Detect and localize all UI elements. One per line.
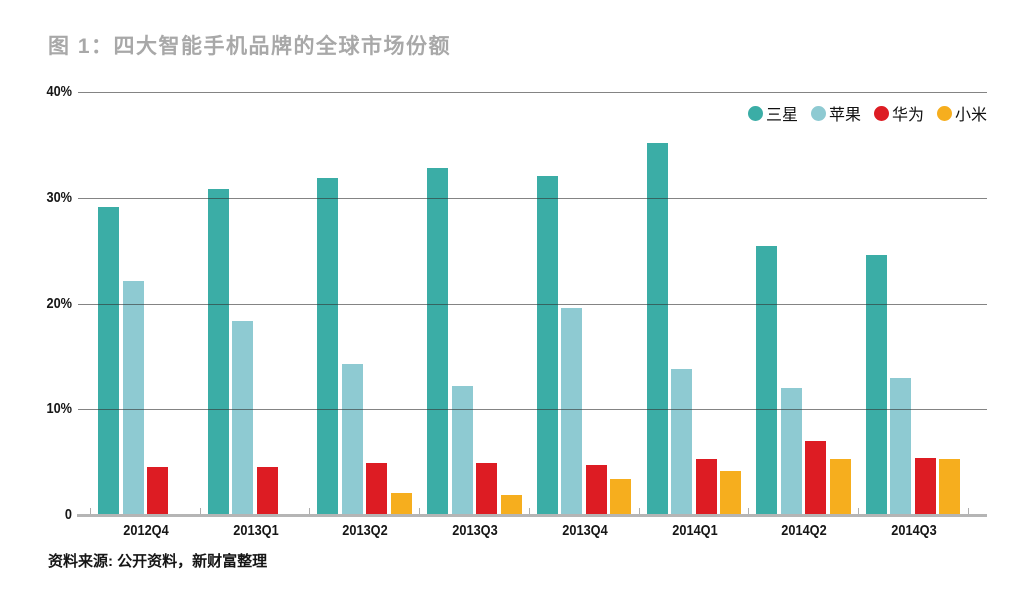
x-axis-label: 2014Q3	[891, 522, 937, 539]
legend-label: 小米	[954, 107, 987, 124]
bar-三星-2013Q1	[207, 189, 229, 515]
bar-苹果-2013Q1	[232, 321, 254, 515]
legend-dot-icon	[810, 105, 826, 121]
bar-苹果-2012Q4	[122, 281, 144, 515]
bar-华为-2013Q2	[366, 463, 388, 515]
bar-苹果-2013Q4	[561, 307, 583, 515]
axis-tick	[90, 508, 91, 515]
gridline	[78, 197, 987, 199]
x-axis-label: 2012Q4	[123, 522, 169, 539]
bar-苹果-2014Q3	[890, 377, 912, 515]
legend-dot-icon	[936, 105, 952, 121]
gridline	[78, 303, 987, 305]
axis-tick	[199, 508, 201, 515]
source-note: 资料来源: 公开资料，新财富整理	[48, 553, 268, 570]
bar-苹果-2014Q2	[780, 388, 802, 515]
legend-label: 华为	[891, 107, 924, 124]
gridline	[78, 409, 987, 411]
axis-tick	[748, 508, 750, 515]
bar-华为-2014Q2	[805, 440, 827, 515]
legend-dot-icon	[873, 105, 889, 121]
bar-华为-2013Q4	[585, 465, 607, 515]
legend-label: 苹果	[828, 107, 861, 124]
bar-三星-2014Q2	[756, 246, 778, 515]
axis-tick	[419, 508, 421, 515]
y-axis-label: 10%	[46, 400, 72, 418]
bar-三星-2013Q2	[317, 177, 339, 515]
bar-小米-2013Q3	[500, 494, 522, 515]
axis-tick	[857, 508, 859, 515]
bar-三星-2014Q3	[865, 254, 887, 515]
bar-小米-2013Q4	[610, 479, 632, 515]
y-axis-label: 30%	[46, 188, 72, 206]
bar-苹果-2014Q1	[671, 369, 692, 515]
legend-item-苹果: 苹果	[810, 101, 861, 125]
gridline	[78, 92, 987, 93]
bar-小米-2013Q2	[390, 492, 412, 515]
y-axis-label: 0	[64, 506, 72, 523]
y-axis-label: 20%	[46, 294, 72, 312]
bar-小米-2014Q1	[720, 470, 741, 515]
bar-三星-2012Q4	[98, 207, 119, 515]
bar-三星-2013Q4	[536, 175, 558, 515]
axis-tick	[528, 508, 530, 515]
bar-小米-2014Q3	[939, 458, 961, 515]
bar-苹果-2013Q2	[341, 363, 363, 515]
legend-item-三星: 三星	[747, 101, 798, 125]
x-axis-label: 2013Q4	[562, 522, 608, 539]
axis-tick	[967, 508, 969, 515]
legend-item-小米: 小米	[936, 101, 987, 125]
page-title: 图 1：四大智能手机品牌的全球市场份额	[48, 35, 452, 58]
bar-小米-2014Q2	[829, 458, 851, 515]
legend-dot-icon	[747, 105, 763, 121]
bar-华为-2014Q3	[914, 457, 936, 515]
bar-华为-2014Q1	[695, 458, 717, 515]
bar-苹果-2013Q3	[451, 385, 473, 515]
bar-华为-2013Q3	[476, 463, 498, 515]
bar-三星-2013Q3	[427, 168, 449, 515]
axis-tick	[638, 508, 640, 515]
x-axis-label: 2013Q2	[342, 522, 389, 539]
axis-tick	[309, 508, 311, 515]
x-axis-label: 2013Q3	[452, 522, 498, 539]
x-axis-label: 2013Q1	[232, 522, 279, 539]
legend-item-华为: 华为	[873, 101, 924, 125]
x-axis-label: 2014Q2	[781, 522, 827, 539]
y-axis-label: 40%	[46, 83, 72, 100]
legend-label: 三星	[765, 107, 798, 124]
x-axis-line	[77, 514, 987, 517]
bar-华为-2012Q4	[147, 467, 168, 515]
legend: 三星 苹果 华为 小米	[747, 101, 987, 125]
bar-三星-2014Q1	[646, 142, 668, 515]
bar-华为-2013Q1	[256, 467, 278, 515]
x-axis-label: 2014Q1	[671, 522, 718, 539]
